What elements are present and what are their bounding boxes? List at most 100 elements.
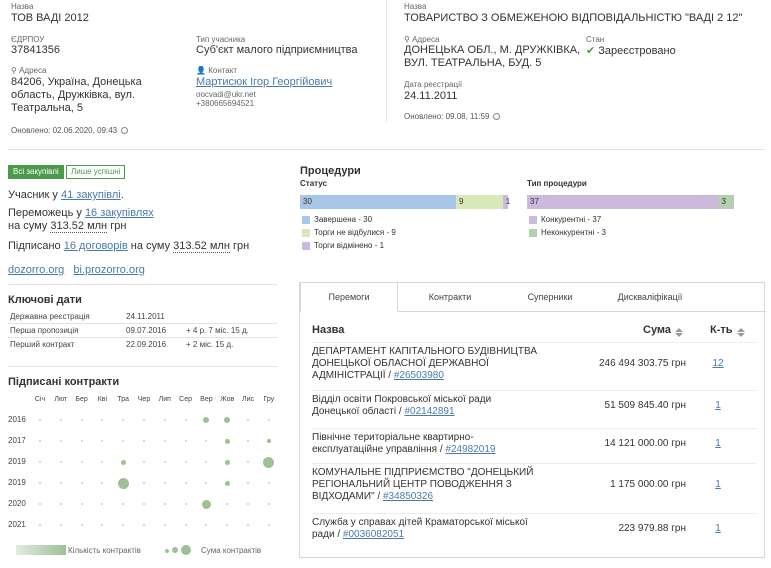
address-label: Адреса (412, 35, 440, 44)
contract-dot (39, 524, 41, 526)
buyer-name-line: Служба у справах дітей Краматорської міс… (312, 517, 562, 529)
contract-dot (80, 503, 83, 505)
signed-link[interactable]: 16 договорів (63, 240, 128, 252)
contact-phone: +380665694521 (196, 99, 255, 108)
buyer-name: Відділ освіти Покровської міської ради До… (312, 394, 562, 418)
sum-legend-big-dot (181, 545, 191, 555)
bi-prozorro-link[interactable]: bi.prozorro.org (73, 264, 145, 276)
buyer-name-line: РЕГІОНАЛЬНИЙ ЦЕНТР ПОВОДЖЕННЯ З (312, 479, 562, 491)
win-count-link[interactable]: 1 (715, 479, 721, 490)
type-bar-segment: 3 (718, 195, 734, 209)
col-sum-header[interactable]: Сума (643, 324, 684, 337)
buyer-name-line: ВІДХОДАМИ" / #34850326 (312, 491, 562, 503)
dozorro-link[interactable]: dozorro.org (8, 264, 65, 276)
contract-dot (39, 482, 41, 484)
buyer-name-line: Донецької області / #02142891 (312, 406, 562, 418)
contact-label-row: 👤 Контакт (196, 66, 237, 75)
tab-wins[interactable]: Перемоги (300, 282, 398, 312)
contract-dot (101, 419, 104, 421)
row-divider (312, 463, 756, 464)
user-icon: 👤 (196, 66, 206, 75)
buyer-code-link[interactable]: #02142891 (404, 406, 455, 417)
key-dates-title: Ключові дати (8, 294, 82, 306)
contract-dot (224, 438, 230, 444)
filter-won-button[interactable]: Лише успішні (66, 165, 126, 179)
contract-dot (267, 503, 270, 505)
summary-text: грн (107, 220, 127, 232)
month-label: Лют (54, 396, 68, 403)
key-date-row: Перший контракт 22.09.2016 + 2 міс. 15 д… (8, 340, 278, 351)
pin-icon: ⚲ (11, 66, 17, 75)
contract-dot (39, 461, 41, 463)
filter-all-button[interactable]: Всі закупівлі (8, 165, 64, 179)
contact-name-link[interactable]: Мартисюк Ігор Георгійович (196, 76, 333, 88)
key-date-value: 22.09.2016 (126, 340, 167, 349)
count-legend-swatch (16, 545, 66, 555)
tab-competitors[interactable]: Суперники (527, 292, 573, 302)
contract-dot (224, 417, 231, 423)
row-divider (8, 337, 278, 338)
contract-dot (80, 524, 83, 526)
win-count-link[interactable]: 1 (715, 438, 721, 449)
address-line: ВУЛ. ТЕАТРАЛЬНА, БУД. 5 (404, 57, 542, 69)
year-label: 2016 (8, 415, 26, 424)
section-divider (8, 366, 278, 367)
contract-dot (201, 499, 211, 509)
address-line: Театральна, 5 (11, 102, 83, 114)
win-sum: 223 979.88 грн (618, 523, 686, 534)
row-divider (312, 428, 756, 429)
contract-dot (39, 419, 41, 421)
month-label: Сер (179, 396, 193, 403)
contract-dot (101, 524, 104, 526)
buyer-name: КОМУНАЛЬНЕ ПІДПРИЄМСТВО "ДОНЕЦЬКИЙ РЕГІОН… (312, 467, 562, 503)
buyer-name-text: КОМУНАЛЬНЕ ПІДПРИЄМСТВО "ДОНЕЦЬКИЙ (312, 467, 534, 478)
buyer-code-link[interactable]: #0036082051 (342, 529, 405, 540)
updated-right: Оновлено: 09.08, 11:59 (404, 112, 501, 121)
col-count-label: К-ть (710, 324, 733, 336)
buyer-name-text: Служба у справах дітей Краматорської міс… (312, 517, 528, 528)
contract-dot (163, 503, 166, 505)
winner-sum: на суму 313.52 млн грн (8, 220, 127, 233)
contract-dot (101, 440, 104, 442)
company-name: ТОВ ВАДІ 2012 (11, 12, 89, 24)
contract-dot (163, 440, 166, 442)
contract-dot (143, 503, 145, 505)
buyer-name-line: ДЕПАРТАМЕНТ КАПІТАЛЬНОГО БУДІВНИЦТВА (312, 346, 562, 358)
buyer-name-line: експлуатаційне управління / #24982019 (312, 444, 562, 456)
signed-summary: Підписано 16 договорів на суму 313.52 мл… (8, 240, 249, 253)
buyer-name-line: Північне територіальне квартирно- (312, 432, 562, 444)
winner-link[interactable]: 16 закупівлях (84, 207, 154, 219)
buyer-code-link[interactable]: #24982019 (445, 444, 496, 455)
contract-dot (224, 480, 230, 486)
participant-link[interactable]: 41 закупівлі (60, 189, 121, 201)
status-legend-item: Завершена - 30 (302, 215, 372, 225)
win-count-link[interactable]: 1 (715, 523, 721, 534)
tab-contracts[interactable]: Контракти (428, 292, 472, 302)
buyer-code-link[interactable]: #26503980 (393, 370, 444, 381)
contract-dot (184, 419, 187, 421)
win-count-link[interactable]: 12 (712, 358, 724, 369)
contract-dot (120, 459, 126, 465)
key-date-value: 09.07.2016 (126, 326, 167, 335)
contract-dot (101, 461, 104, 463)
type-bar-segment: 37 (527, 195, 719, 209)
contract-dot (163, 419, 166, 421)
buyer-name-text: Донецької області / (312, 406, 405, 417)
contract-dot (39, 440, 41, 442)
contract-dot (267, 482, 270, 484)
updated-left: Оновлено: 02.06.2020, 09:43 (11, 126, 129, 135)
month-label: Лис (241, 396, 254, 403)
win-count-link[interactable]: 1 (715, 400, 721, 411)
tab-disqualifications[interactable]: Дискваліфікації (617, 292, 683, 302)
contract-dot (224, 459, 230, 465)
address-line: область, Дружківка, вул. (11, 89, 135, 101)
count-legend-label: Кількість контрактів (68, 546, 141, 555)
summary-text: на суму (8, 220, 51, 232)
month-label: Бер (75, 396, 88, 403)
col-name-header: Назва (312, 324, 345, 336)
buyer-code-link[interactable]: #34850326 (382, 491, 434, 502)
contract-dot (143, 461, 145, 463)
col-count-header[interactable]: К-ть (710, 324, 745, 337)
buyer-name: Північне територіальне квартирно-експлуа… (312, 432, 562, 456)
year-label: 2017 (8, 436, 26, 445)
